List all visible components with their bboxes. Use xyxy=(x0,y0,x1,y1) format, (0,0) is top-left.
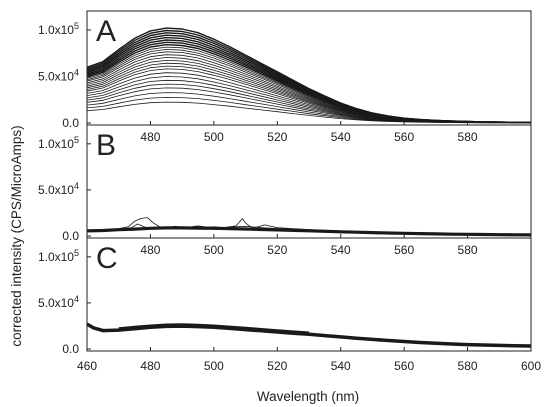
y-tick-label: 1.0x105 xyxy=(38,135,79,151)
panel-c: 0.0 5.0x104 1.0x105 C xyxy=(38,237,532,356)
x-tick-label: 500 xyxy=(204,359,224,373)
x-tick-labels: 460 480 500 520 540 560 580 600 xyxy=(77,359,541,373)
x-tick-label: 580 xyxy=(458,359,478,373)
y-tick-label: 0.0 xyxy=(62,229,79,243)
x-tick-label: 520 xyxy=(267,359,287,373)
y-tick-label: 1.0x105 xyxy=(38,21,79,37)
x-tick-label: 560 xyxy=(394,243,414,257)
panel-letter: B xyxy=(96,129,116,162)
x-tick-label: 560 xyxy=(394,359,414,373)
x-tick-label: 520 xyxy=(267,130,287,144)
y-tick-label: 1.0x105 xyxy=(38,248,79,264)
x-tick-label: 500 xyxy=(204,130,224,144)
x-tick-label: 540 xyxy=(331,243,351,257)
panel-letter: A xyxy=(96,15,116,48)
y-tick-label: 5.0x104 xyxy=(38,181,79,197)
x-axis-title: Wavelength (nm) xyxy=(257,389,359,404)
panel-frame xyxy=(86,237,532,352)
panel-c-series xyxy=(87,322,531,348)
x-tick-label: 460 xyxy=(77,359,97,373)
y-tick-label: 5.0x104 xyxy=(38,294,79,310)
y-axis-title: corrected intensity (CPS/MicroAmps) xyxy=(9,125,24,346)
spectrum-line-10 xyxy=(87,49,531,123)
spectrum-line-5 xyxy=(87,36,531,124)
x-tick-label: 560 xyxy=(394,130,414,144)
spectrum-line-25 xyxy=(87,101,531,124)
chart-panels: 0.0 5.0x104 1.0x105 480 500 520 540 560 580 A 0.0 5… xyxy=(38,10,532,356)
x-tick-label: 540 xyxy=(331,130,351,144)
panel-a: 0.0 5.0x104 1.0x105 480 500 520 540 560 580 A xyxy=(38,10,532,144)
x-tick-label: 480 xyxy=(140,359,160,373)
y-tick-label: 0.0 xyxy=(62,116,79,130)
spectrum-line-1 xyxy=(87,322,531,348)
x-tick-label: 480 xyxy=(140,130,160,144)
spectrum-line-3 xyxy=(87,223,531,236)
y-tick-label: 5.0x104 xyxy=(38,67,79,83)
x-tick-label: 600 xyxy=(521,359,541,373)
panel-a-series xyxy=(87,27,531,124)
x-tick-label: 580 xyxy=(458,243,478,257)
spectrum-line-2 xyxy=(118,323,310,335)
x-tick-label: 580 xyxy=(458,130,478,144)
spectrum-line-4 xyxy=(87,34,531,124)
x-tick-label: 480 xyxy=(140,243,160,257)
x-tick-label: 540 xyxy=(331,359,351,373)
panel-letter: C xyxy=(96,242,118,275)
x-tick-label: 500 xyxy=(204,243,224,257)
panel-b-series xyxy=(87,217,531,237)
x-tick-label: 520 xyxy=(267,243,287,257)
y-tick-label: 0.0 xyxy=(62,342,79,356)
panel-b: 0.0 5.0x104 1.0x105 480 500 520 540 560 580 B xyxy=(38,124,532,257)
